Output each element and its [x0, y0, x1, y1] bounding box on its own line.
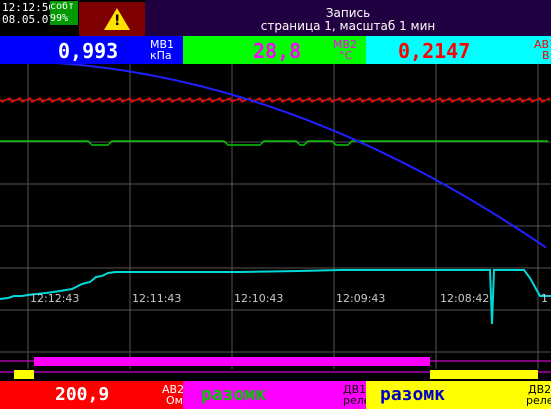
clock-time: 12:12:56 — [2, 1, 55, 14]
channel-value: разомк — [380, 384, 446, 405]
warning-triangle-icon — [104, 8, 130, 30]
channel-value: 200,9 — [55, 384, 110, 405]
series-red — [0, 96, 551, 104]
time-axis-label: 12:12:43 — [30, 292, 79, 305]
series-cyan — [0, 269, 551, 325]
trend-chart: 12:12:43 12:11:43 12:10:43 12:09:43 12:08:42… — [0, 60, 551, 369]
channel-mv1[interactable]: 0,993 МВ1 кПа — [0, 36, 183, 64]
warning-icon[interactable]: ! — [79, 2, 145, 36]
channel-name: МВ2 — [333, 38, 358, 51]
state-badge: собт — [50, 1, 78, 13]
trend-chart-svg: 12:12:43 12:11:43 12:10:43 12:09:43 12:08:42… — [0, 60, 551, 369]
channel-value: 0,2147 — [398, 39, 471, 63]
time-axis-label: 1 — [541, 292, 548, 305]
page-title: Запись страница 1, масштаб 1 мин — [145, 0, 551, 36]
subtitle-text: страница 1, масштаб 1 мин — [260, 19, 436, 33]
channel-unit: кПа — [150, 49, 172, 62]
channel-dv1[interactable]: разомк ДВ1 реле — [183, 381, 371, 409]
title-text: Запись — [325, 6, 371, 20]
time-axis-label: 12:10:43 — [234, 292, 283, 305]
channel-dv2[interactable]: разомк ДВ2 реле — [366, 381, 551, 409]
header-bar: 12:12:56 08.05.07 собт 99% ! Запись стра… — [0, 0, 551, 36]
channel-name: ДВ1 — [343, 383, 367, 396]
battery-badge: 99% — [50, 13, 78, 25]
status-block: 12:12:56 08.05.07 собт 99% — [0, 0, 78, 36]
channel-av2[interactable]: 200,9 АВ2 Ом — [0, 381, 185, 409]
channel-unit: реле — [526, 394, 551, 407]
channel-value: 28,8 — [253, 39, 302, 63]
time-axis-label: 12:09:43 — [336, 292, 385, 305]
time-axis-label: 12:11:43 — [132, 292, 181, 305]
channel-unit: °C — [339, 49, 353, 62]
channel-name: АВ1 — [534, 38, 551, 51]
channel-unit: реле — [343, 394, 371, 407]
discrete-strip — [0, 370, 551, 379]
series-green — [0, 140, 548, 146]
channel-unit: В — [542, 49, 550, 62]
channel-unit: Ом — [166, 394, 183, 407]
channel-av1[interactable]: 0,2147 АВ1 В — [366, 36, 551, 64]
channel-name: ДВ2 — [528, 383, 551, 396]
time-axis-label: 12:08:42 — [440, 292, 489, 305]
channel-value: 0,993 — [58, 39, 119, 63]
channel-value: разомк — [201, 384, 267, 405]
channel-name: АВ2 — [162, 383, 185, 396]
channel-mv2[interactable]: 28,8 МВ2 °C — [183, 36, 366, 64]
clock-date: 08.05.07 — [2, 13, 55, 26]
channel-name: МВ1 — [150, 38, 175, 51]
series-blue — [0, 60, 547, 249]
